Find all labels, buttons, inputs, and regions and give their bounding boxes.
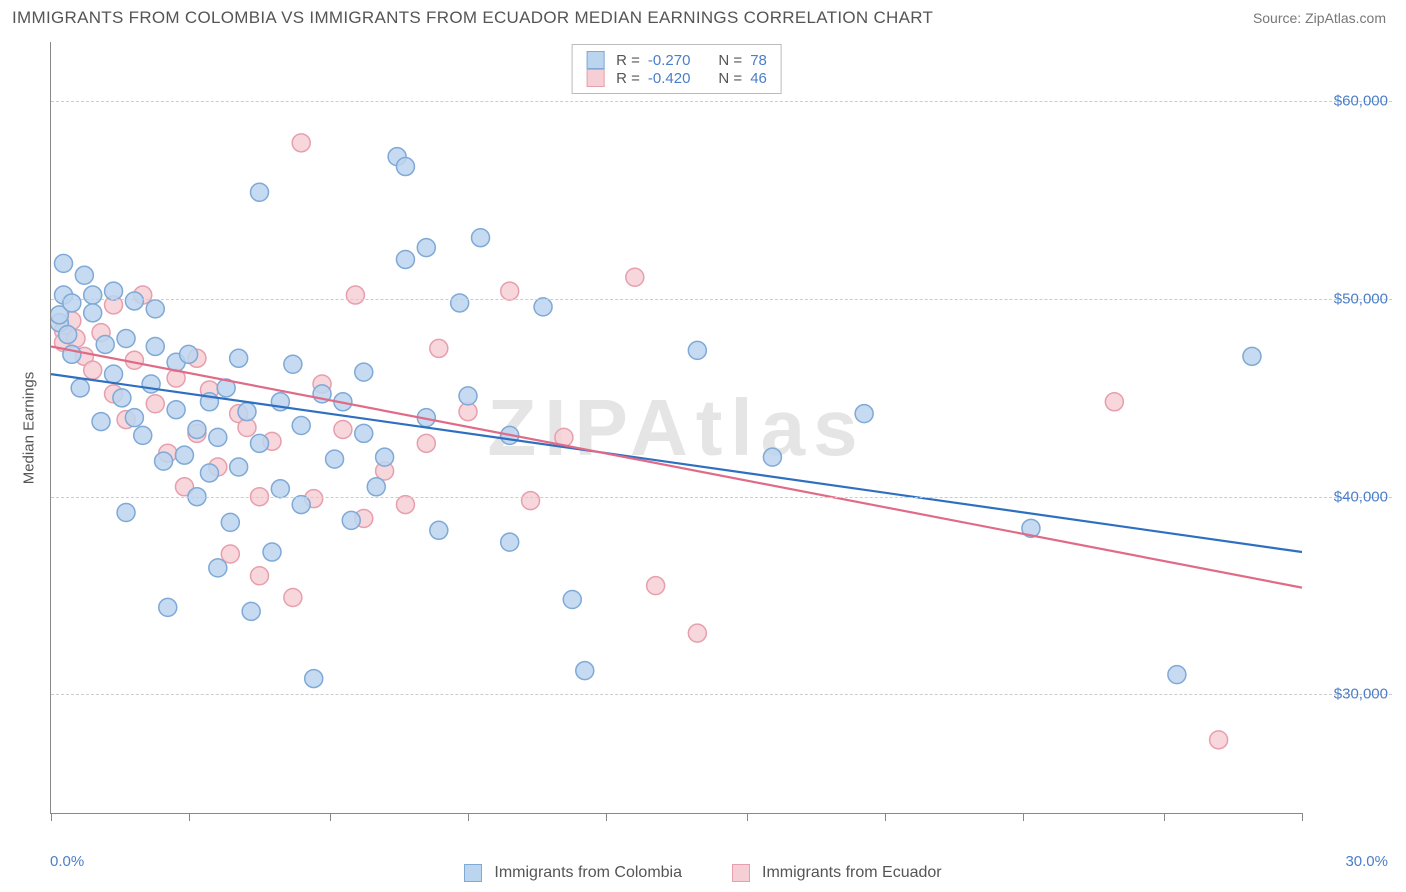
legend-label-colombia: Immigrants from Colombia: [494, 864, 682, 882]
swatch-ecuador: [586, 69, 604, 87]
source-attribution: Source: ZipAtlas.com: [1253, 10, 1386, 26]
r-label: R =: [616, 52, 640, 69]
y-axis-label: Median Earnings: [21, 371, 38, 484]
correlation-legend: R = -0.270 N = 78 R = -0.420 N = 46: [571, 44, 782, 94]
swatch-colombia: [586, 51, 604, 69]
r-label: R =: [616, 70, 640, 87]
swatch-colombia: [464, 864, 482, 882]
chart-svg: [51, 42, 1302, 813]
chart-title: IMMIGRANTS FROM COLOMBIA VS IMMIGRANTS F…: [12, 8, 933, 28]
watermark-text: ZIPAtlas: [487, 382, 865, 474]
r-value-colombia: -0.270: [648, 52, 691, 69]
n-value-colombia: 78: [750, 52, 767, 69]
y-tick-label: $60,000: [1308, 93, 1388, 110]
series-legend: Immigrants from Colombia Immigrants from…: [0, 864, 1406, 882]
y-tick-label: $50,000: [1308, 291, 1388, 308]
y-tick-label: $30,000: [1308, 686, 1388, 703]
n-label: N =: [718, 70, 742, 87]
swatch-ecuador: [732, 864, 750, 882]
legend-item-colombia: Immigrants from Colombia: [464, 864, 682, 882]
legend-row-colombia: R = -0.270 N = 78: [586, 51, 767, 69]
chart-container: ZIPAtlas Median Earnings R = -0.270 N = …: [14, 42, 1392, 844]
n-label: N =: [718, 52, 742, 69]
legend-row-ecuador: R = -0.420 N = 46: [586, 69, 767, 87]
r-value-ecuador: -0.420: [648, 70, 691, 87]
legend-label-ecuador: Immigrants from Ecuador: [762, 864, 942, 882]
y-tick-label: $40,000: [1308, 488, 1388, 505]
plot-area: ZIPAtlas Median Earnings R = -0.270 N = …: [50, 42, 1302, 814]
legend-item-ecuador: Immigrants from Ecuador: [732, 864, 942, 882]
n-value-ecuador: 46: [750, 70, 767, 87]
